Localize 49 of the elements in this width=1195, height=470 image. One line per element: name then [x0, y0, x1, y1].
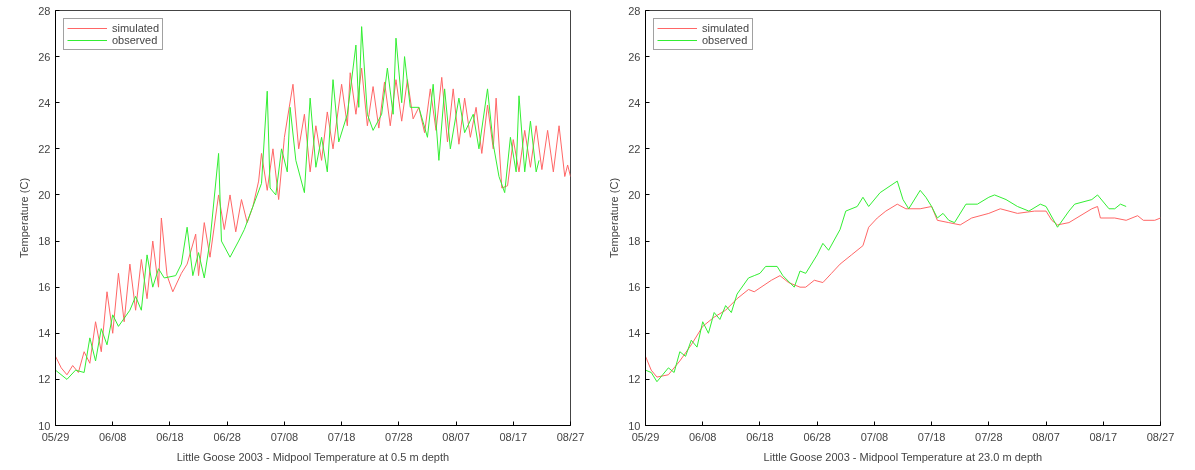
y-tick-label: 20	[38, 188, 51, 201]
x-axis-title: Little Goose 2003 - Midpool Temperature at 0.5 m depth	[176, 450, 450, 463]
x-tick-label: 06/28	[803, 430, 831, 443]
x-tick-label: 06/18	[156, 430, 184, 443]
y-tick-label: 22	[628, 142, 641, 155]
x-tick-label: 07/18	[917, 430, 946, 443]
x-tick-label: 05/29	[631, 430, 660, 443]
y-tick-label: 24	[38, 96, 51, 109]
x-tick-label: 07/18	[327, 430, 356, 443]
x-tick-label: 08/17	[1089, 430, 1118, 443]
x-tick-label: 06/18	[746, 430, 774, 443]
x-tick-label: 06/28	[213, 430, 241, 443]
x-tick-label: 07/28	[975, 430, 1003, 443]
y-tick-label: 28	[38, 4, 51, 17]
x-tick-label: 07/08	[860, 430, 889, 443]
legend-label: simulated	[702, 22, 750, 34]
x-tick-label: 06/08	[688, 430, 717, 443]
y-tick-label: 16	[628, 281, 641, 294]
x-tick-label: 07/28	[385, 430, 413, 443]
y-tick-label: 14	[38, 327, 51, 340]
y-tick-label: 20	[628, 188, 641, 201]
x-tick-label: 08/07	[1032, 430, 1060, 443]
x-tick-label: 05/29	[41, 430, 70, 443]
y-tick-label: 22	[38, 142, 51, 155]
y-tick-label: 16	[38, 281, 51, 294]
y-tick-label: 18	[628, 235, 641, 248]
x-tick-label: 07/08	[270, 430, 299, 443]
y-tick-label: 26	[628, 50, 641, 63]
legend-label: simulated	[112, 22, 160, 34]
y-axis-title: Temperature (C)	[18, 177, 31, 259]
y-tick-label: 14	[628, 327, 641, 340]
x-tick-label: 08/27	[556, 430, 585, 443]
y-tick-label: 12	[38, 373, 51, 386]
x-tick-label: 08/27	[1146, 430, 1175, 443]
y-tick-label: 18	[38, 235, 51, 248]
x-tick-label: 06/08	[98, 430, 127, 443]
y-tick-label: 10	[38, 419, 51, 432]
y-tick-label: 28	[628, 4, 641, 17]
y-tick-label: 12	[628, 373, 641, 386]
legend-label: observed	[112, 34, 158, 46]
legend-label: observed	[702, 34, 748, 46]
line-series	[645, 180, 1127, 383]
y-tick-label: 24	[628, 96, 641, 109]
y-tick-label: 10	[628, 419, 641, 432]
x-tick-label: 08/07	[442, 430, 470, 443]
y-axis-title: Temperature (C)	[608, 177, 621, 259]
x-tick-label: 08/17	[499, 430, 528, 443]
y-tick-label: 26	[38, 50, 51, 63]
x-axis-title: Little Goose 2003 - Midpool Temperature at 23.0 m depth	[763, 450, 1043, 463]
